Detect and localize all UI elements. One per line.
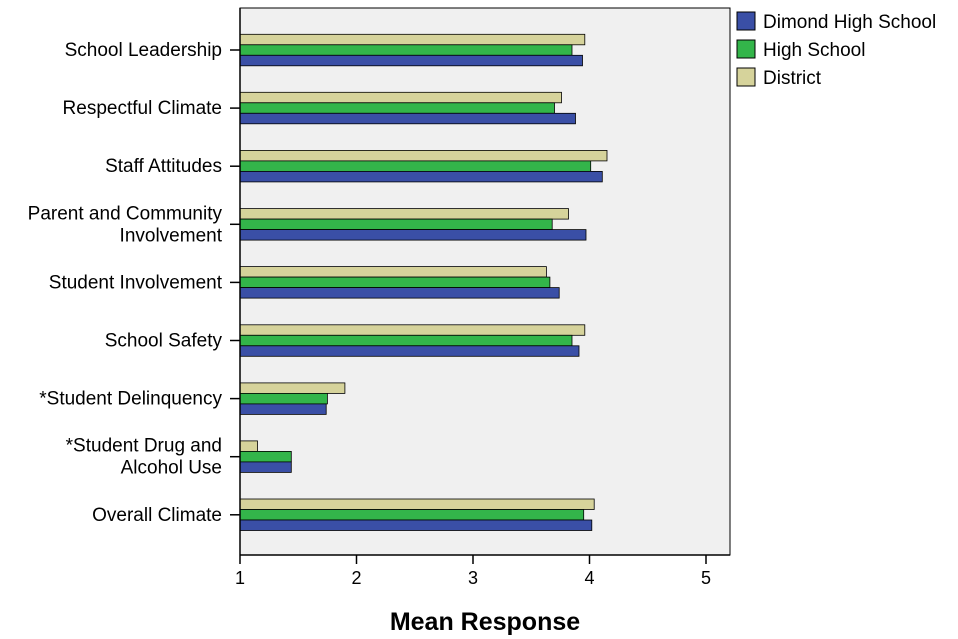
bar-high-school-7	[239, 450, 292, 463]
bar-dimond-high-school-4	[239, 287, 560, 299]
legend-swatch-high-school	[736, 39, 756, 59]
bar-dimond-high-school-2	[239, 170, 603, 183]
x-tick-label-3: 3	[468, 568, 478, 588]
legend-label-district: District	[763, 68, 822, 89]
category-label-4: Student Involvement	[49, 272, 223, 293]
bar-high-school-5	[239, 334, 573, 347]
bar-high-school-3	[239, 218, 553, 231]
bar-dimond-high-school-3	[239, 229, 587, 241]
bar-district-2	[239, 149, 608, 162]
category-label-1: Respectful Climate	[63, 98, 222, 119]
x-tick-label-4: 4	[584, 568, 594, 588]
category-label-6: *Student Delinquency	[39, 389, 222, 410]
legend-swatch-district	[736, 67, 756, 87]
legend-label-high-school: High School	[763, 40, 865, 61]
bar-dimond-high-school-1	[239, 112, 576, 125]
bar-district-6	[239, 382, 346, 394]
category-label-3-line-1: Involvement	[120, 225, 223, 246]
category-label-8: Overall Climate	[92, 505, 222, 526]
category-label-5: School Safety	[105, 331, 223, 352]
bar-high-school-4	[239, 276, 551, 289]
bar-high-school-0	[239, 44, 573, 56]
legend: Dimond High School High School District	[736, 11, 936, 89]
bar-district-3	[239, 208, 569, 220]
bar-high-school-8	[239, 509, 585, 521]
category-label-3-line-0: Parent and Community	[28, 203, 223, 224]
x-axis-title: Mean Response	[390, 608, 580, 636]
y-axis: School Leadership Respectful Climate Staff…	[28, 8, 241, 555]
legend-label-dimond-high-school: Dimond High School	[763, 12, 936, 33]
legend-swatch-dimond-high-school	[736, 11, 756, 31]
bar-district-0	[239, 33, 586, 46]
x-tick-label-1: 1	[235, 568, 245, 588]
category-label-2: Staff Attitudes	[105, 156, 222, 177]
category-label-7-line-1: Alcohol Use	[121, 458, 222, 479]
bar-dimond-high-school-8	[239, 519, 593, 531]
bar-high-school-2	[239, 160, 592, 172]
bar-district-1	[239, 91, 562, 104]
x-tick-label-5: 5	[701, 568, 711, 588]
bar-dimond-high-school-0	[239, 54, 583, 67]
bar-dimond-high-school-5	[239, 345, 580, 357]
bar-dimond-high-school-7	[239, 461, 292, 473]
bar-high-school-6	[239, 392, 328, 405]
bar-dimond-high-school-6	[239, 403, 327, 415]
bars-layer	[239, 33, 608, 531]
bar-high-school-1	[239, 102, 555, 114]
x-tick-label-2: 2	[351, 568, 361, 588]
bar-district-7	[239, 440, 258, 452]
category-label-7-line-0: *Student Drug and	[66, 436, 222, 457]
category-label-0: School Leadership	[65, 40, 222, 61]
bar-district-5	[239, 324, 586, 336]
bar-district-4	[239, 266, 547, 278]
bar-district-8	[239, 498, 595, 510]
x-axis: 1 2 3 4 5	[235, 554, 730, 588]
